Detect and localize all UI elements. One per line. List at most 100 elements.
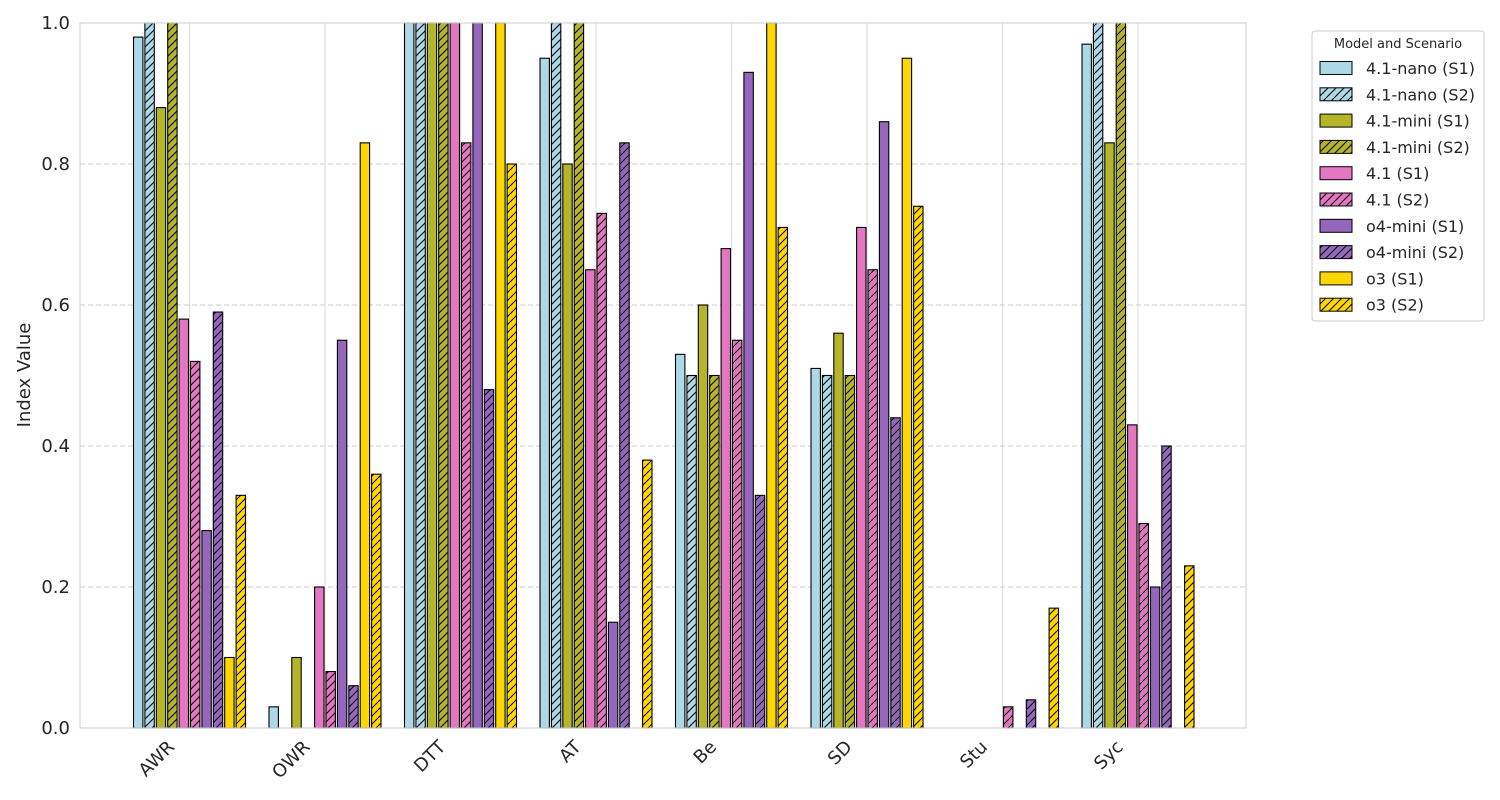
y-axis-label: Index Value (14, 323, 35, 428)
bar-hatch (1139, 523, 1149, 728)
legend-label: o3 (S1) (1366, 269, 1424, 288)
bar-hatch (415, 23, 426, 728)
bar-fill (449, 22, 461, 729)
bar-fill (201, 530, 212, 729)
bar (1161, 445, 1172, 729)
plot-background (80, 23, 1246, 728)
bar (913, 205, 924, 729)
legend-entry: o3 (S2) (1319, 296, 1424, 315)
legend-label: o4-mini (S1) (1366, 217, 1464, 236)
bar-fill (697, 304, 709, 729)
x-tick-labels: AWR OWR DTT AT Be SD Stu Syc (135, 736, 1128, 783)
legend-swatch (1319, 218, 1353, 233)
bar (720, 248, 732, 729)
bar-hatch (190, 361, 200, 728)
bar (686, 374, 697, 729)
y-tick-labels: 0.0 0.2 0.4 0.6 0.8 1.0 (41, 13, 70, 739)
bar (1127, 424, 1138, 729)
bar (833, 332, 844, 729)
bar (619, 142, 630, 729)
bar-fill (155, 107, 167, 729)
bar-hatch (686, 375, 697, 728)
legend-label: o4-mini (S2) (1366, 243, 1464, 262)
bar-hatch (1116, 23, 1126, 728)
bar-fill (810, 367, 821, 729)
bar (483, 389, 495, 729)
bar-hatch (1161, 446, 1172, 728)
bar-fill (132, 36, 144, 729)
bar-hatch (326, 671, 336, 728)
bar-fill (585, 269, 596, 729)
bar-hatch (213, 312, 223, 728)
legend-label: 4.1-nano (S1) (1366, 59, 1475, 78)
y-tick-label: 0.2 (41, 577, 70, 598)
bar (235, 494, 247, 729)
y-tick-label: 0.0 (41, 718, 70, 739)
bar-hatch (755, 495, 765, 728)
legend-swatch (1319, 113, 1353, 128)
bar (144, 22, 155, 729)
bar (1149, 586, 1161, 729)
legend: Model and Scenario 4.1-nano (S1) 4.1-nano… (1311, 30, 1485, 322)
bar-hatch (551, 23, 561, 728)
bar (132, 36, 144, 729)
x-tick-label: AWR (135, 737, 179, 781)
legend-label: 4.1 (S1) (1366, 164, 1429, 183)
bar-hatch (1026, 699, 1036, 728)
legend-label: o3 (S2) (1366, 296, 1424, 315)
bar-fill (426, 22, 438, 729)
legend-entry: o4-mini (S2) (1319, 243, 1464, 262)
legend-label: 4.1-nano (S2) (1366, 85, 1475, 104)
bar (562, 163, 573, 729)
bar (743, 71, 754, 729)
bar-hatch (1184, 565, 1194, 728)
legend-entry: o3 (S1) (1319, 269, 1424, 288)
bar (426, 22, 438, 729)
bar-fill (901, 57, 913, 729)
bar (336, 339, 348, 729)
bar (539, 57, 550, 729)
legend-title: Model and Scenario (1334, 37, 1462, 52)
bar-hatch (619, 142, 630, 729)
bar-hatch (167, 23, 178, 728)
bar (1184, 565, 1195, 729)
bar-fill (268, 706, 279, 729)
bar-hatch (913, 206, 923, 729)
bar-hatch (597, 213, 607, 729)
bar-hatch (642, 460, 652, 728)
bar-fill (833, 332, 844, 729)
bar (438, 22, 449, 729)
bar (460, 142, 472, 729)
bar-hatch (371, 474, 381, 728)
bar-fill (336, 339, 348, 729)
bar (585, 269, 596, 729)
legend-swatch-hatch (1320, 140, 1352, 154)
bar (607, 621, 619, 729)
bar-hatch (438, 23, 449, 728)
bar-fill (1104, 142, 1115, 729)
bar (890, 417, 901, 729)
x-tick-label: OWR (268, 737, 314, 783)
bar (268, 706, 279, 729)
bar (731, 339, 743, 729)
bar (167, 22, 178, 729)
bar (178, 318, 190, 729)
legend-swatch-hatch (1320, 245, 1352, 259)
bar-fill (674, 353, 686, 729)
bar (371, 473, 382, 729)
y-tick-label: 1.0 (41, 13, 70, 34)
legend-entry: 4.1-nano (S2) (1319, 85, 1475, 104)
bar (709, 374, 720, 729)
bar (359, 142, 371, 729)
bar (1002, 706, 1014, 729)
bar (314, 586, 325, 729)
bar-hatch (709, 375, 720, 728)
bar-hatch (484, 389, 494, 728)
legend-swatch-hatch (1320, 298, 1352, 312)
bar-hatch (1049, 608, 1059, 728)
legend-entry: 4.1 (S2) (1319, 191, 1429, 210)
bar-fill (359, 142, 371, 729)
bar (777, 226, 789, 729)
x-tick-label: DTT (410, 736, 451, 777)
